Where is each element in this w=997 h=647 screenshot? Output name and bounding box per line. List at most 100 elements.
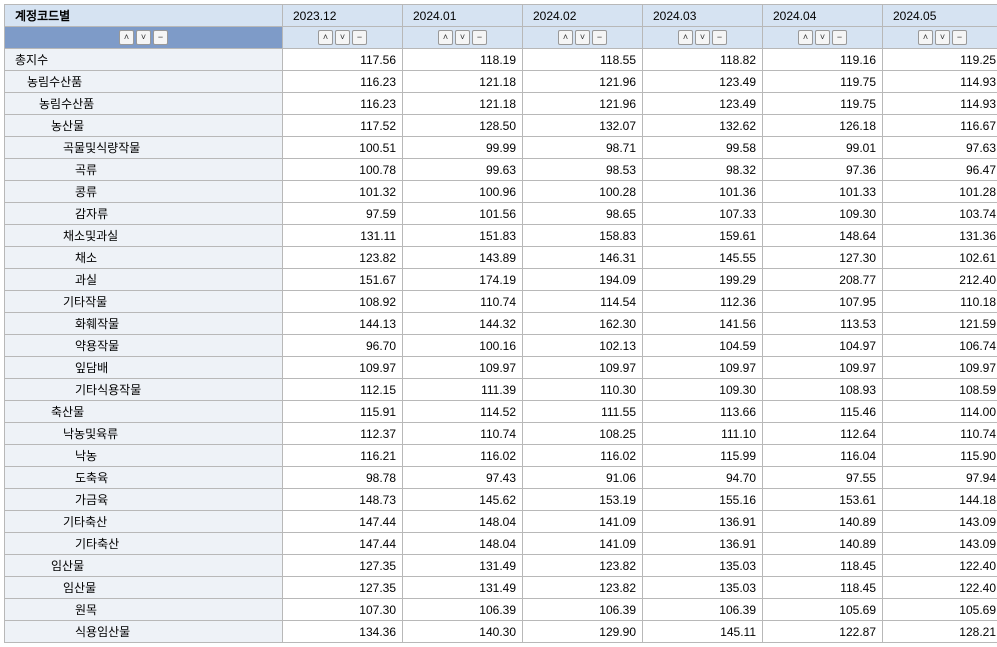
sort-down-button[interactable]: ˅ bbox=[695, 30, 710, 45]
data-cell: 101.33 bbox=[763, 181, 883, 203]
data-cell: 212.40 bbox=[883, 269, 997, 291]
data-cell: 147.44 bbox=[283, 511, 403, 533]
table-body: 총지수117.56118.19118.55118.82119.16119.25농… bbox=[5, 49, 997, 643]
collapse-button[interactable]: − bbox=[592, 30, 607, 45]
data-cell: 194.09 bbox=[523, 269, 643, 291]
data-cell: 118.55 bbox=[523, 49, 643, 71]
table-row: 기타축산147.44148.04141.09136.91140.89143.09 bbox=[5, 511, 997, 533]
data-cell: 122.40 bbox=[883, 577, 997, 599]
collapse-button[interactable]: − bbox=[832, 30, 847, 45]
data-cell: 119.25 bbox=[883, 49, 997, 71]
row-label: 기타작물 bbox=[5, 291, 283, 313]
table-row: 임산물127.35131.49123.82135.03118.45122.40 bbox=[5, 555, 997, 577]
row-label: 기타축산 bbox=[5, 533, 283, 555]
data-cell: 118.45 bbox=[763, 555, 883, 577]
data-cell: 127.35 bbox=[283, 577, 403, 599]
data-cell: 98.78 bbox=[283, 467, 403, 489]
sort-up-button[interactable]: ˄ bbox=[798, 30, 813, 45]
header-controls-cell: ˄˅− bbox=[763, 27, 883, 49]
table-row: 농산물117.52128.50132.07132.62126.18116.67 bbox=[5, 115, 997, 137]
collapse-button[interactable]: − bbox=[352, 30, 367, 45]
data-cell: 143.89 bbox=[403, 247, 523, 269]
sort-down-button[interactable]: ˅ bbox=[935, 30, 950, 45]
table-row: 축산물115.91114.52111.55113.66115.46114.00 bbox=[5, 401, 997, 423]
row-label: 축산물 bbox=[5, 401, 283, 423]
data-cell: 106.39 bbox=[403, 599, 523, 621]
table-row: 콩류101.32100.96100.28101.36101.33101.28 bbox=[5, 181, 997, 203]
data-cell: 148.73 bbox=[283, 489, 403, 511]
data-cell: 127.35 bbox=[283, 555, 403, 577]
sort-down-button[interactable]: ˅ bbox=[455, 30, 470, 45]
collapse-button[interactable]: − bbox=[952, 30, 967, 45]
data-cell: 105.69 bbox=[883, 599, 997, 621]
table-row: 식용임산물134.36140.30129.90145.11122.87128.2… bbox=[5, 621, 997, 643]
sort-down-button[interactable]: ˅ bbox=[575, 30, 590, 45]
data-cell: 98.71 bbox=[523, 137, 643, 159]
data-cell: 114.52 bbox=[403, 401, 523, 423]
data-cell: 116.02 bbox=[523, 445, 643, 467]
data-cell: 122.87 bbox=[763, 621, 883, 643]
data-cell: 107.95 bbox=[763, 291, 883, 313]
collapse-button[interactable]: − bbox=[153, 30, 168, 45]
table-header: 계정코드별 2023.12 2024.01 2024.02 2024.03 20… bbox=[5, 5, 997, 49]
row-label: 가금육 bbox=[5, 489, 283, 511]
data-cell: 109.30 bbox=[643, 379, 763, 401]
sort-up-button[interactable]: ˄ bbox=[918, 30, 933, 45]
table-row: 낙농및육류112.37110.74108.25111.10112.64110.7… bbox=[5, 423, 997, 445]
data-cell: 97.43 bbox=[403, 467, 523, 489]
data-cell: 100.78 bbox=[283, 159, 403, 181]
data-cell: 102.13 bbox=[523, 335, 643, 357]
data-cell: 119.75 bbox=[763, 71, 883, 93]
data-cell: 121.18 bbox=[403, 71, 523, 93]
data-cell: 99.58 bbox=[643, 137, 763, 159]
data-cell: 141.56 bbox=[643, 313, 763, 335]
header-controls-cell: ˄˅− bbox=[883, 27, 997, 49]
data-cell: 143.09 bbox=[883, 533, 997, 555]
data-cell: 102.61 bbox=[883, 247, 997, 269]
data-cell: 109.97 bbox=[763, 357, 883, 379]
data-cell: 158.83 bbox=[523, 225, 643, 247]
data-cell: 106.39 bbox=[643, 599, 763, 621]
header-controls-cell: ˄˅− bbox=[643, 27, 763, 49]
sort-up-button[interactable]: ˄ bbox=[119, 30, 134, 45]
col-header: 2024.05 bbox=[883, 5, 997, 27]
data-cell: 116.23 bbox=[283, 93, 403, 115]
data-cell: 116.21 bbox=[283, 445, 403, 467]
data-cell: 119.75 bbox=[763, 93, 883, 115]
data-cell: 145.55 bbox=[643, 247, 763, 269]
data-cell: 155.16 bbox=[643, 489, 763, 511]
data-cell: 116.02 bbox=[403, 445, 523, 467]
table-row: 화훼작물144.13144.32162.30141.56113.53121.59 bbox=[5, 313, 997, 335]
data-cell: 144.32 bbox=[403, 313, 523, 335]
sort-up-button[interactable]: ˄ bbox=[318, 30, 333, 45]
collapse-button[interactable]: − bbox=[472, 30, 487, 45]
data-cell: 148.64 bbox=[763, 225, 883, 247]
sort-down-button[interactable]: ˅ bbox=[136, 30, 151, 45]
sort-down-button[interactable]: ˅ bbox=[815, 30, 830, 45]
sort-up-button[interactable]: ˄ bbox=[438, 30, 453, 45]
data-cell: 111.10 bbox=[643, 423, 763, 445]
table-row: 원목107.30106.39106.39106.39105.69105.69 bbox=[5, 599, 997, 621]
data-cell: 101.32 bbox=[283, 181, 403, 203]
sort-up-button[interactable]: ˄ bbox=[558, 30, 573, 45]
collapse-button[interactable]: − bbox=[712, 30, 727, 45]
data-cell: 126.18 bbox=[763, 115, 883, 137]
data-cell: 99.63 bbox=[403, 159, 523, 181]
data-cell: 127.30 bbox=[763, 247, 883, 269]
data-cell: 91.06 bbox=[523, 467, 643, 489]
data-cell: 113.66 bbox=[643, 401, 763, 423]
sort-up-button[interactable]: ˄ bbox=[678, 30, 693, 45]
row-label: 임산물 bbox=[5, 577, 283, 599]
data-cell: 97.55 bbox=[763, 467, 883, 489]
data-cell: 109.97 bbox=[883, 357, 997, 379]
data-cell: 109.97 bbox=[523, 357, 643, 379]
data-cell: 109.97 bbox=[403, 357, 523, 379]
sort-down-button[interactable]: ˅ bbox=[335, 30, 350, 45]
row-label: 원목 bbox=[5, 599, 283, 621]
data-cell: 111.55 bbox=[523, 401, 643, 423]
table-row: 채소및과실131.11151.83158.83159.61148.64131.3… bbox=[5, 225, 997, 247]
row-label: 화훼작물 bbox=[5, 313, 283, 335]
data-cell: 131.49 bbox=[403, 555, 523, 577]
data-cell: 129.90 bbox=[523, 621, 643, 643]
data-cell: 123.82 bbox=[523, 577, 643, 599]
